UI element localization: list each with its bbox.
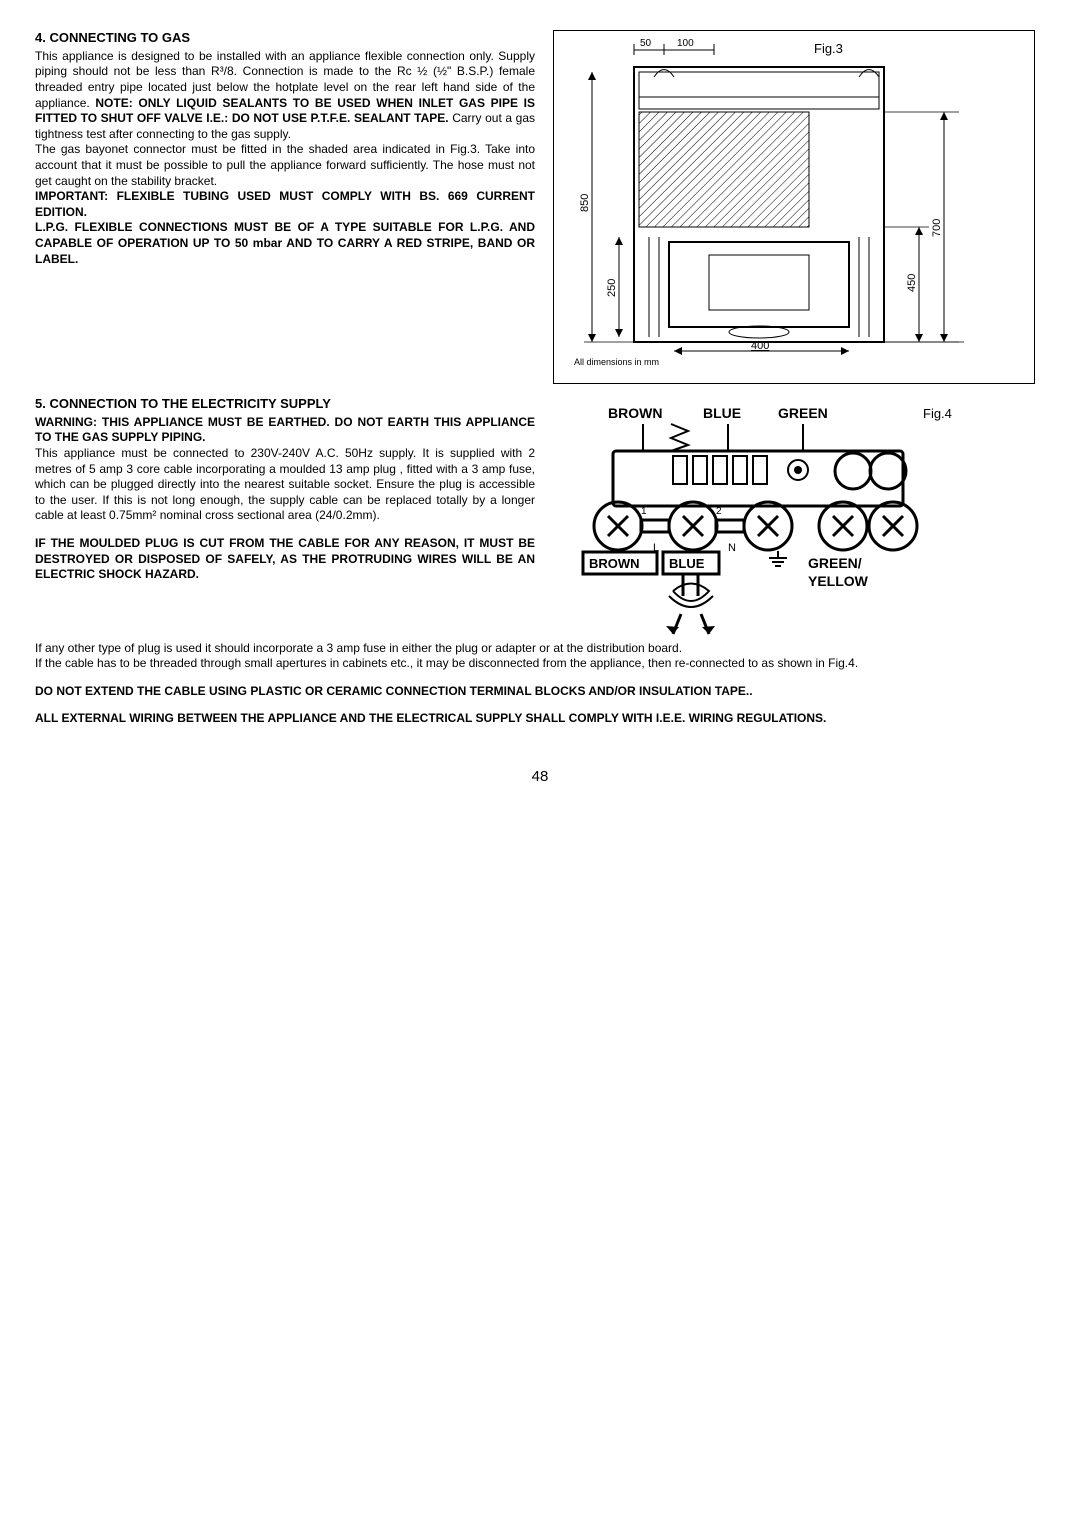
fig3-d450: 450 [906, 274, 918, 292]
fig3-d50: 50 [640, 38, 652, 49]
fig4-bot-blue: BLUE [669, 556, 705, 571]
fig3-d700: 700 [931, 219, 943, 237]
section-4-para2: The gas bayonet connector must be fitted… [35, 142, 535, 189]
fig3-d250: 250 [606, 279, 618, 297]
fig4-bot-green: GREEN/ [808, 555, 862, 571]
fig3-title: Fig.3 [814, 41, 843, 56]
fig4-top-blue: BLUE [703, 405, 741, 421]
fig4-bot-brown: BROWN [589, 556, 640, 571]
fig4-t2: 2 [716, 506, 722, 517]
fig4-t1: 1 [641, 506, 647, 517]
section-5-cutplug: IF THE MOULDED PLUG IS CUT FROM THE CABL… [35, 536, 535, 583]
fig3-dimnote: All dimensions in mm [574, 357, 659, 367]
section-5-warning: WARNING: THIS APPLIANCE MUST BE EARTHED.… [35, 415, 535, 446]
section-5-para3: If the cable has to be threaded through … [35, 656, 1045, 672]
fig3-d850: 850 [579, 194, 591, 212]
section-5-para2: If any other type of plug is used it sho… [35, 641, 1045, 657]
section-5-noextend: DO NOT EXTEND THE CABLE USING PLASTIC OR… [35, 684, 1045, 700]
section-5-para1: This appliance must be connected to 230V… [35, 446, 535, 524]
section-4-para1: This appliance is designed to be install… [35, 49, 535, 143]
section-5-external: ALL EXTERNAL WIRING BETWEEN THE APPLIANC… [35, 711, 1045, 727]
fig4-top-brown: BROWN [608, 405, 662, 421]
page-number: 48 [35, 767, 1045, 787]
section-4-lpg: L.P.G. FLEXIBLE CONNECTIONS MUST BE OF A… [35, 220, 535, 267]
section-4-heading: 4. CONNECTING TO GAS [35, 30, 535, 47]
figure-4: Fig.4 BROWN BLUE GREEN [553, 396, 993, 636]
section-5-heading: 5. CONNECTION TO THE ELECTRICITY SUPPLY [35, 396, 535, 413]
fig4-top-green: GREEN [778, 405, 828, 421]
fig4-tN: N [728, 542, 736, 554]
section-4-important: IMPORTANT: FLEXIBLE TUBING USED MUST COM… [35, 189, 535, 220]
fig3-d100: 100 [677, 38, 694, 49]
figure-3: Fig.3 50 100 850 250 [553, 30, 1035, 384]
fig4-title: Fig.4 [923, 406, 952, 421]
fig4-bot-yellow: YELLOW [808, 573, 869, 589]
